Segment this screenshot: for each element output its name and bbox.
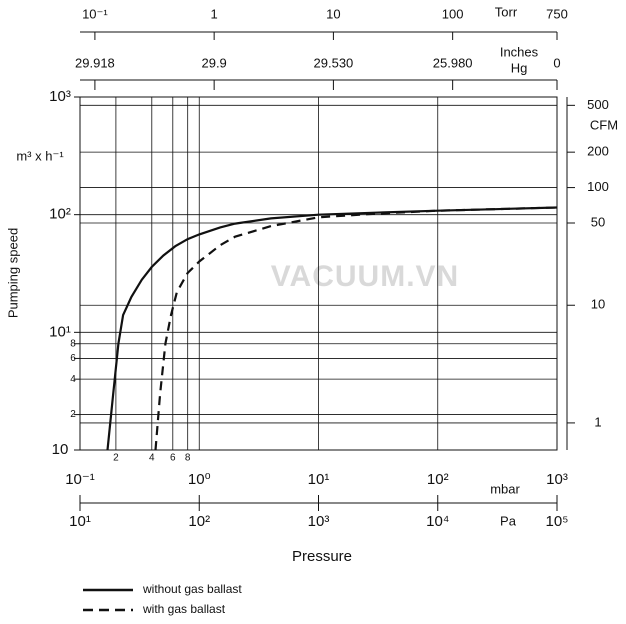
y-tick-label: 10 [52,441,69,458]
x2-tick-label: 10⁴ [426,513,449,530]
top2-tick-label: 0 [553,55,560,70]
y2-tick-label: 500 [587,97,609,112]
x2-tick-label: 10⁵ [546,513,569,530]
y-tick-label: 10³ [49,88,71,105]
top-tick-label: 10 [326,6,340,21]
top-tick-label: 1 [211,6,218,21]
x2-tick-label: 10¹ [69,513,91,530]
x-axis-label: Pressure [292,548,352,565]
y2-axis-unit: CFM [590,117,618,132]
x-tick-label: 10⁻¹ [65,471,95,488]
top-tick-label: 100 [442,6,464,21]
y-tick-label: 10¹ [49,323,71,340]
y-tick-label: 8 [70,338,76,349]
y-tick-label: 4 [70,374,76,385]
top2-tick-label: 29.530 [314,55,354,70]
top-tick-label: 10⁻¹ [82,6,108,21]
top2-axis-unit: Hg [511,60,528,75]
x-tick-label: 10² [427,471,449,488]
top2-axis-unit: Inches [500,44,539,59]
line-series [154,206,558,451]
y2-tick-label: 10 [591,297,605,312]
x-tick-label: 10¹ [308,471,330,488]
x-minor-tick-label: 2 [113,453,119,464]
x2-tick-label: 10² [188,513,210,530]
top2-tick-label: 29.918 [75,55,115,70]
y-tick-label: 2 [70,409,76,420]
x-minor-tick-label: 6 [170,453,176,464]
y2-tick-label: 50 [591,214,605,229]
y-tick-label: 10² [49,206,71,223]
top2-tick-label: 25.980 [433,55,473,70]
legend-label: with gas ballast [142,602,226,616]
watermark: VACUUM.VN [271,260,459,293]
top-tick-label: 750 [546,6,568,21]
x2-axis-unit: Pa [500,513,517,528]
x-minor-tick-label: 8 [185,453,191,464]
x2-tick-label: 10³ [308,513,330,530]
x-minor-tick-label: 4 [149,453,155,464]
legend-label: without gas ballast [142,582,242,596]
y2-tick-label: 100 [587,179,609,194]
x-tick-label: 10³ [546,471,568,488]
top2-tick-label: 29.9 [201,55,226,70]
y-tick-label: 6 [70,353,76,364]
x-axis-unit: mbar [490,481,520,496]
y2-tick-label: 1 [594,414,601,429]
line-series [106,206,558,451]
y-axis-label: Pumping speed [5,228,20,318]
y-axis-unit: m³ x h⁻¹ [16,148,64,163]
x-tick-label: 10⁰ [188,471,211,488]
top-axis-unit: Torr [495,4,518,19]
y2-tick-label: 200 [587,144,609,159]
